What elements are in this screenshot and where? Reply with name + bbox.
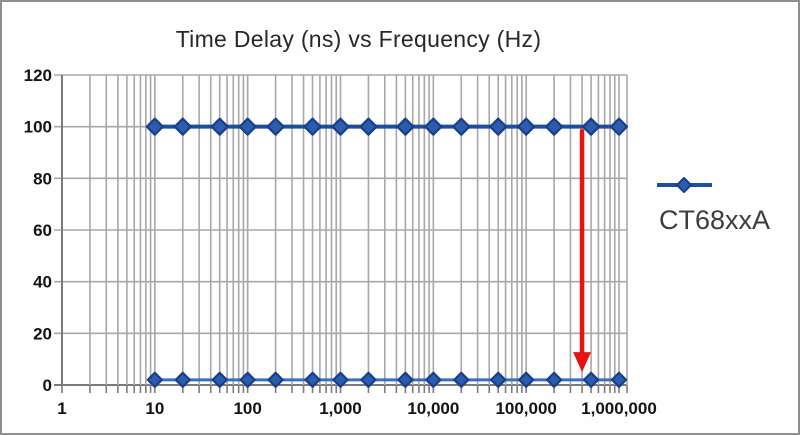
y-axis-label: 120	[24, 66, 52, 85]
x-axis-label: 10	[145, 399, 164, 418]
series-marker	[173, 117, 192, 136]
series-marker	[424, 117, 443, 136]
x-axis-label: 1,000	[319, 399, 362, 418]
y-axis-label: 100	[24, 118, 52, 137]
series-marker	[452, 117, 471, 136]
series-marker	[425, 371, 442, 388]
series-marker	[211, 371, 228, 388]
series-marker	[239, 371, 256, 388]
legend-label: CT68xxA	[658, 205, 771, 235]
series-marker	[545, 117, 564, 136]
series-marker	[453, 371, 470, 388]
x-axis-label: 100	[233, 399, 261, 418]
chart-title: Time Delay (ns) vs Frequency (Hz)	[175, 26, 542, 52]
legend-marker-diamond	[676, 177, 692, 193]
x-axis-label: 10,000	[407, 399, 459, 418]
transition-arrow-head	[573, 352, 592, 373]
series-marker	[266, 117, 285, 136]
y-axis-label: 60	[33, 221, 52, 240]
series-marker	[517, 117, 536, 136]
series-marker	[397, 371, 414, 388]
series-marker	[396, 117, 415, 136]
series-marker	[303, 117, 322, 136]
series-marker	[145, 117, 164, 136]
series-marker	[490, 371, 507, 388]
series-marker	[331, 117, 350, 136]
series-marker	[238, 117, 257, 136]
series-marker	[489, 117, 508, 136]
series-marker	[360, 371, 377, 388]
series-marker	[546, 371, 563, 388]
series-marker	[518, 371, 535, 388]
series-marker	[174, 371, 191, 388]
series-marker	[610, 371, 628, 388]
series-marker	[581, 117, 601, 136]
series-marker	[304, 371, 321, 388]
series-marker	[332, 371, 349, 388]
series-marker	[146, 371, 163, 388]
series-marker	[609, 117, 629, 136]
y-axis-label: 20	[33, 324, 52, 343]
x-axis-label: 1,000,000	[581, 399, 657, 418]
x-axis-label: 1	[57, 399, 66, 418]
series-marker	[210, 117, 229, 136]
x-axis-label: 100,000	[495, 399, 556, 418]
y-axis-label: 0	[43, 376, 52, 395]
y-axis-label: 80	[33, 169, 52, 188]
y-axis-label: 40	[33, 273, 52, 292]
series-marker	[359, 117, 378, 136]
series-marker	[267, 371, 284, 388]
series-marker	[582, 371, 600, 388]
